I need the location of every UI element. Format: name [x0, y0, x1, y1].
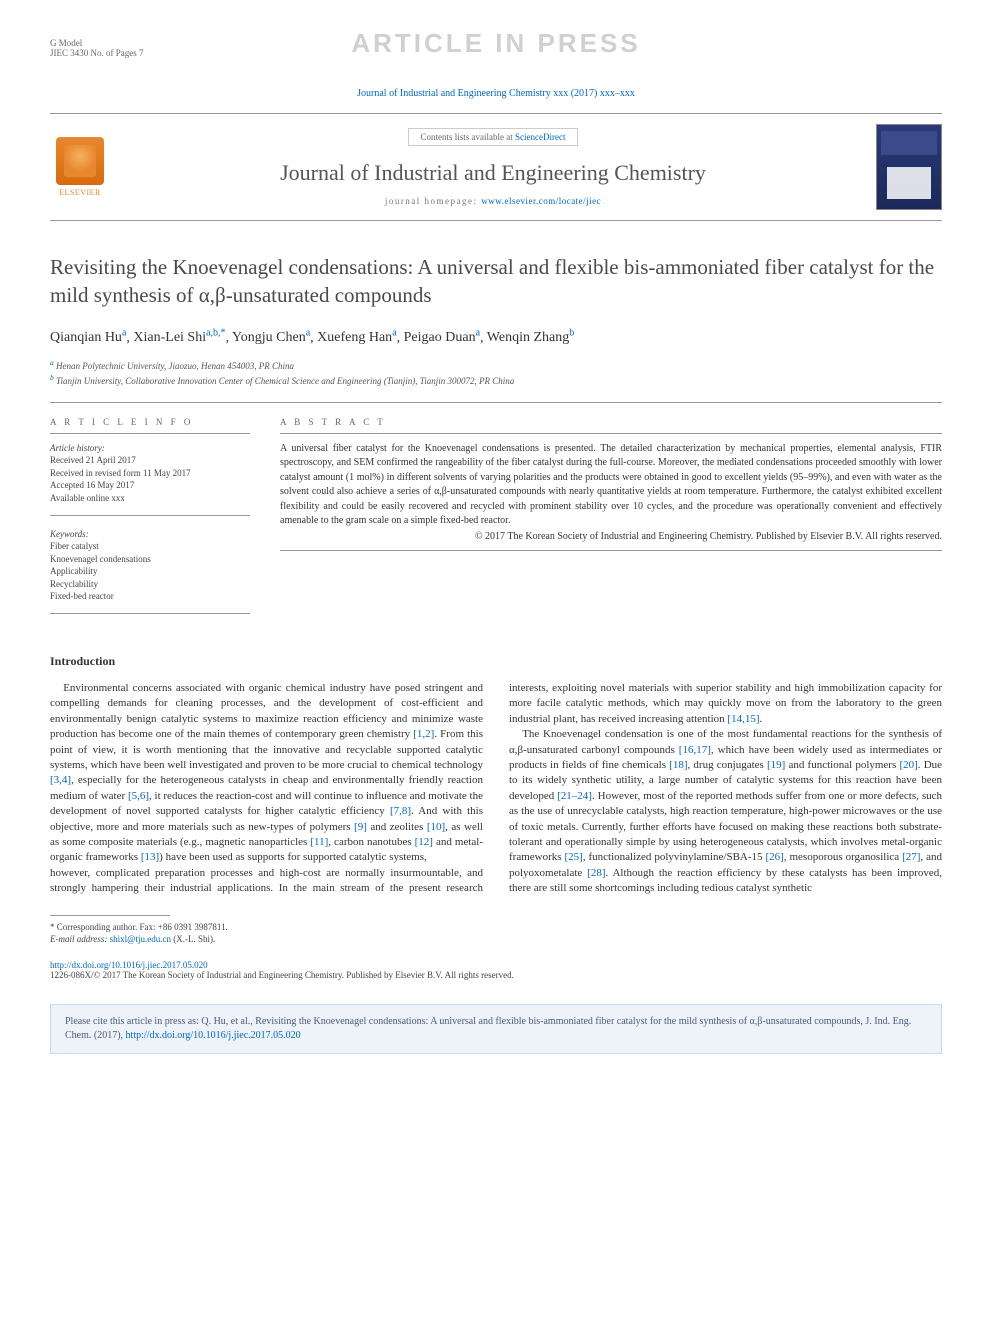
header-middle: Contents lists available at ScienceDirec… — [126, 128, 860, 206]
author: Xian-Lei Shia,b,* — [133, 330, 225, 345]
doi-block: http://dx.doi.org/10.1016/j.jiec.2017.05… — [50, 960, 942, 980]
citation-ref[interactable]: [10] — [427, 821, 445, 833]
gmodel-code: JIEC 3430 No. of Pages 7 — [50, 48, 144, 58]
homepage-prefix: journal homepage: — [385, 196, 481, 206]
keyword: Fixed-bed reactor — [50, 590, 250, 603]
gmodel-text: G Model — [50, 38, 82, 48]
citation-ref[interactable]: [20] — [899, 759, 917, 771]
email-line: E-mail address: shixl@tju.edu.cn (X.-L. … — [50, 933, 942, 946]
history-line: Received 21 April 2017 — [50, 454, 250, 467]
citation-ref[interactable]: [7,8] — [390, 805, 411, 817]
author-sup: a — [392, 328, 396, 339]
elsevier-tree-icon — [56, 137, 104, 185]
keywords-label: Keywords: — [50, 528, 250, 541]
author-sup: a — [122, 328, 126, 339]
elsevier-label: ELSEVIER — [59, 188, 101, 197]
keyword: Applicability — [50, 565, 250, 578]
divider — [50, 402, 942, 403]
journal-name: Journal of Industrial and Engineering Ch… — [126, 160, 860, 186]
citation-ref[interactable]: [11] — [310, 836, 328, 848]
body-paragraph: Environmental concerns associated with o… — [50, 681, 483, 866]
issn-copyright: 1226-086X/© 2017 The Korean Society of I… — [50, 970, 942, 980]
history-line: Received in revised form 11 May 2017 — [50, 467, 250, 480]
citation-ref[interactable]: [3,4] — [50, 774, 71, 786]
keywords-block: Keywords: Fiber catalystKnoevenagel cond… — [50, 528, 250, 615]
email-label: E-mail address: — [50, 934, 110, 944]
author: Peigao Duana — [404, 330, 480, 345]
contents-prefix: Contents lists available at — [421, 132, 515, 142]
elsevier-logo: ELSEVIER — [50, 131, 110, 203]
history-line: Available online xxx — [50, 492, 250, 505]
citation-ref[interactable]: [13] — [141, 851, 159, 863]
body-text-columns: Environmental concerns associated with o… — [50, 681, 942, 896]
citation-box: Please cite this article in press as: Q.… — [50, 1004, 942, 1054]
citation-ref[interactable]: [26] — [765, 851, 783, 863]
homepage-line: journal homepage: www.elsevier.com/locat… — [126, 196, 860, 206]
citation-ref[interactable]: [5,6] — [128, 790, 149, 802]
corresponding-author: * Corresponding author. Fax: +86 0391 39… — [50, 921, 942, 934]
keyword: Knoevenagel condensations — [50, 553, 250, 566]
email-link[interactable]: shixl@tju.edu.cn — [110, 934, 171, 944]
citation-ref[interactable]: [18] — [669, 759, 687, 771]
article-title: Revisiting the Knoevenagel condensations… — [50, 253, 942, 310]
citation-ref[interactable]: [1,2] — [413, 728, 434, 740]
body-paragraph: The Knoevenagel condensation is one of t… — [509, 727, 942, 896]
abstract-text: A universal fiber catalyst for the Knoev… — [280, 442, 942, 529]
author: Xuefeng Hana — [317, 330, 396, 345]
article-history-block: Article history: Received 21 April 2017R… — [50, 442, 250, 516]
divider — [280, 550, 942, 551]
contents-lists-line: Contents lists available at ScienceDirec… — [408, 128, 579, 146]
author-sup: a — [476, 328, 480, 339]
keyword: Recyclability — [50, 578, 250, 591]
author: Wenqin Zhangb — [487, 330, 574, 345]
keyword: Fiber catalyst — [50, 540, 250, 553]
history-line: Accepted 16 May 2017 — [50, 479, 250, 492]
homepage-link[interactable]: www.elsevier.com/locate/jiec — [481, 196, 601, 206]
abstract-heading: A B S T R A C T — [280, 417, 942, 434]
citation-ref[interactable]: [27] — [902, 851, 920, 863]
info-abstract-row: A R T I C L E I N F O Article history: R… — [50, 417, 942, 627]
affiliation: a Henan Polytechnic University, Jiaozuo,… — [50, 358, 942, 373]
citation-ref[interactable]: [25] — [564, 851, 582, 863]
citation-ref[interactable]: [19] — [767, 759, 785, 771]
citation-ref[interactable]: [28] — [587, 867, 605, 879]
affiliations: a Henan Polytechnic University, Jiaozuo,… — [50, 358, 942, 387]
citation-ref[interactable]: [16,17] — [679, 744, 711, 756]
affiliation: b Tianjin University, Collaborative Inno… — [50, 373, 942, 388]
cite-doi-link[interactable]: http://dx.doi.org/10.1016/j.jiec.2017.05… — [126, 1030, 301, 1041]
authors-list: Qianqian Hua, Xian-Lei Shia,b,*, Yongju … — [50, 326, 942, 349]
author-sup: a,b,* — [206, 328, 225, 339]
footnote-separator — [50, 915, 170, 916]
citation-ref[interactable]: [9] — [354, 821, 367, 833]
journal-reference: Journal of Industrial and Engineering Ch… — [50, 88, 942, 99]
doi-link[interactable]: http://dx.doi.org/10.1016/j.jiec.2017.05… — [50, 960, 208, 970]
email-suffix: (X.-L. Shi). — [171, 934, 215, 944]
article-info-heading: A R T I C L E I N F O — [50, 417, 250, 434]
introduction-heading: Introduction — [50, 654, 942, 669]
abstract-column: A B S T R A C T A universal fiber cataly… — [280, 417, 942, 627]
footnotes: * Corresponding author. Fax: +86 0391 39… — [50, 921, 942, 946]
author-sup: b — [569, 328, 574, 339]
article-in-press-watermark: ARTICLE IN PRESS — [351, 28, 640, 59]
sciencedirect-link[interactable]: ScienceDirect — [515, 132, 565, 142]
article-info-column: A R T I C L E I N F O Article history: R… — [50, 417, 250, 627]
abstract-copyright: © 2017 The Korean Society of Industrial … — [280, 531, 942, 542]
author-sup: a — [306, 328, 310, 339]
author: Qianqian Hua — [50, 330, 126, 345]
author: Yongju Chena — [232, 330, 310, 345]
history-label: Article history: — [50, 442, 250, 455]
journal-cover-thumbnail — [876, 124, 942, 210]
citation-ref[interactable]: [12] — [415, 836, 433, 848]
citation-ref[interactable]: [14,15] — [727, 713, 759, 725]
citation-ref[interactable]: [21–24] — [557, 790, 592, 802]
journal-header: ELSEVIER Contents lists available at Sci… — [50, 113, 942, 221]
